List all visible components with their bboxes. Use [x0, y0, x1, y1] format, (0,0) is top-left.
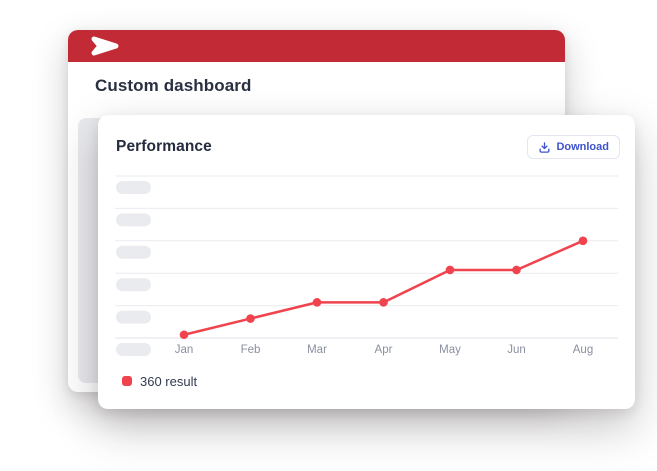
- y-axis-skeleton-pill: [116, 278, 151, 292]
- y-axis-skeleton-pill: [116, 181, 151, 194]
- x-axis-label-Mar: Mar: [307, 344, 327, 356]
- legend-item-360-result[interactable]: 360 result: [122, 371, 197, 391]
- x-axis-label-Jun: Jun: [507, 344, 526, 356]
- data-point-Apr[interactable]: [379, 298, 388, 307]
- data-point-Aug[interactable]: [578, 236, 588, 246]
- data-point-Jan[interactable]: [179, 330, 189, 340]
- data-point-Feb[interactable]: [246, 314, 255, 323]
- legend-swatch: [122, 376, 132, 386]
- y-axis-skeleton-pill: [116, 310, 151, 324]
- card-title: Performance: [116, 138, 212, 155]
- performance-line-chart: Jan Feb Mar Apr May Jun Aug: [115, 175, 618, 356]
- data-point-Mar[interactable]: [312, 298, 322, 307]
- download-button-label: Download: [556, 141, 609, 153]
- x-axis-label-Jan: Jan: [175, 344, 194, 356]
- performance-card: Performance Download Jan Feb Mar Apr May Jun A…: [98, 115, 635, 409]
- performance-card-header: Performance Download: [116, 134, 620, 160]
- legend-label: 360 result: [140, 373, 198, 389]
- data-point-Jun[interactable]: [512, 265, 521, 275]
- y-axis-skeleton-pill: [116, 213, 151, 227]
- y-axis-skeleton-pill: [116, 245, 151, 259]
- brand-header-bar: [68, 30, 565, 62]
- download-button[interactable]: Download: [527, 135, 620, 159]
- x-axis-label-May: May: [439, 344, 461, 356]
- data-point-May[interactable]: [445, 265, 455, 275]
- y-axis-skeleton-pill: [116, 343, 151, 356]
- dashboard-title: Custom dashboard: [95, 76, 252, 95]
- chart-area: Jan Feb Mar Apr May Jun Aug: [115, 170, 618, 362]
- x-axis-label-Feb: Feb: [241, 344, 261, 356]
- series-line-360-result: [182, 239, 585, 337]
- x-axis-label-Aug: Aug: [573, 344, 593, 356]
- brand-arrow-logo-icon: [91, 36, 119, 56]
- x-axis-label-Apr: Apr: [375, 344, 393, 356]
- download-icon: [539, 141, 550, 153]
